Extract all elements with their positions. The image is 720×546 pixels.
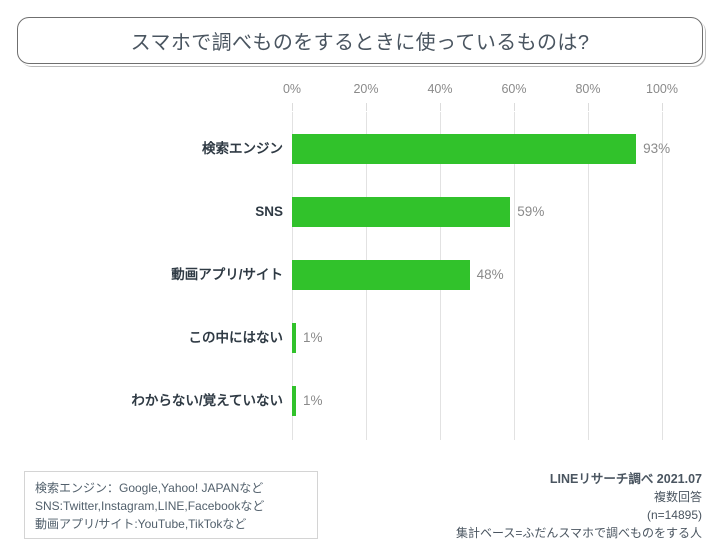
gridline <box>514 112 515 440</box>
page-title: スマホで調べものをするときに使っているものは? <box>130 32 590 54</box>
x-axis-tick <box>662 103 663 111</box>
bar-value-label: 1% <box>303 393 323 408</box>
x-axis-label: 0% <box>282 82 302 96</box>
gridline <box>662 112 663 440</box>
footnote-line: SNS:Twitter,Instagram,LINE,Facebookなど <box>35 499 265 513</box>
x-axis-label: 60% <box>501 82 527 96</box>
gridline <box>588 112 589 440</box>
plot-area: 0% 20% 40% 60% 80% 100% 検索エンジン 93% SNS 59% 動画アプリ/サ… <box>131 82 678 440</box>
bar <box>292 323 296 353</box>
source-survey: LINEリサーチ調べ 2021.07 <box>549 472 702 486</box>
bar-value-label: 93% <box>643 141 671 156</box>
footnote-box: 検索エンジン：Google,Yahoo! JAPANなど SNS:Twitter… <box>24 471 318 539</box>
bar-row: SNS 59% <box>255 197 662 227</box>
bar <box>292 260 470 290</box>
source-block: LINEリサーチ調べ 2021.07 複数回答 (n=14895) 集計ベース=… <box>456 470 702 542</box>
footnote-line: 動画アプリ/サイト:YouTube,TikTokなど <box>35 517 247 531</box>
title-banner: スマホで調べものをするときに使っているものは? <box>17 17 703 64</box>
footnote-line: 検索エンジン：Google,Yahoo! JAPANなど <box>35 481 264 495</box>
bar-value-label: 48% <box>476 267 504 282</box>
bar-chart: 0% 20% 40% 60% 80% 100% 検索エンジン 93% SNS 59% 動画アプリ/サ… <box>0 82 720 456</box>
x-axis-label: 20% <box>353 82 379 96</box>
category-label: SNS <box>255 204 283 219</box>
bar-row: 動画アプリ/サイト 48% <box>171 260 662 290</box>
source-sample-size: (n=14895) <box>646 508 702 522</box>
x-axis-label: 100% <box>646 82 678 96</box>
bar-value-label: 1% <box>303 330 323 345</box>
x-axis-tick <box>366 103 367 111</box>
category-label: 検索エンジン <box>202 141 283 156</box>
x-axis-tick <box>588 103 589 111</box>
bar-row: この中にはない 1% <box>189 323 662 353</box>
category-label: 動画アプリ/サイト <box>171 267 283 282</box>
bar-row: わからない/覚えていない 1% <box>131 386 662 416</box>
source-base: 集計ベース=ふだんスマホで調べものをする人 <box>455 526 702 540</box>
x-axis-tick <box>292 103 293 111</box>
source-answer-type: 複数回答 <box>653 490 702 504</box>
category-label: この中にはない <box>188 330 284 345</box>
category-label: わからない/覚えていない <box>131 393 283 408</box>
bar-value-label: 59% <box>517 204 545 219</box>
x-axis-tick <box>514 103 515 111</box>
bar <box>292 386 296 416</box>
bar-row: 検索エンジン 93% <box>202 134 670 164</box>
bar <box>292 197 511 227</box>
x-axis-label: 80% <box>575 82 601 96</box>
x-axis-label: 40% <box>427 82 453 96</box>
bar <box>292 134 637 164</box>
x-axis-tick <box>440 103 441 111</box>
